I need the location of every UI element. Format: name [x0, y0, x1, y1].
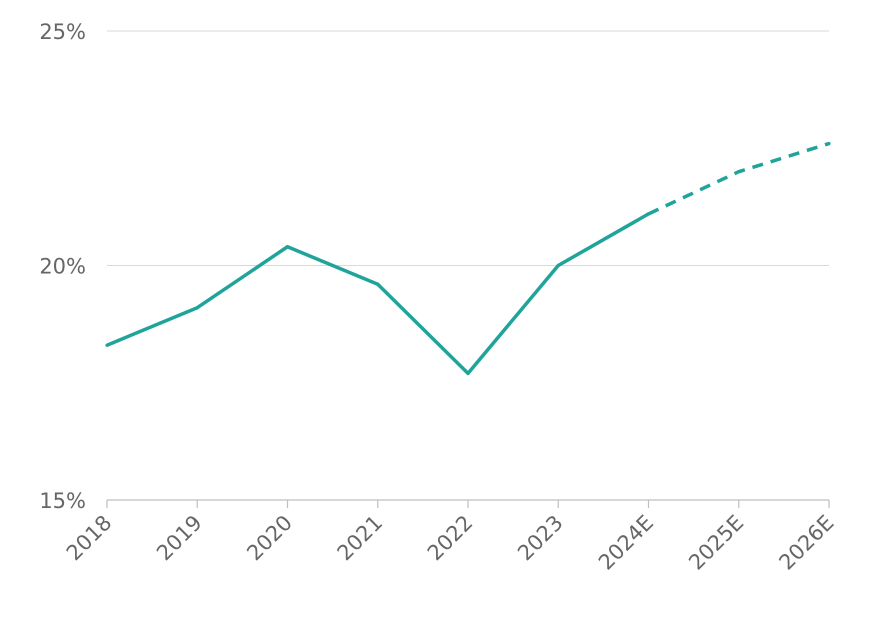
series-line-estimate	[647, 141, 830, 216]
data-point-2024E	[646, 212, 651, 216]
x-tick-label: 2026E	[774, 511, 838, 575]
gridlines	[107, 30, 829, 266]
y-tick-label: 25%	[39, 20, 86, 44]
x-tick-label: 2021	[333, 511, 388, 566]
y-axis-tick-labels: 15% 20% 25%	[39, 20, 86, 513]
x-tick-label: 2025E	[684, 511, 748, 575]
x-tick-label: 2019	[152, 511, 207, 566]
x-tick-label: 2024E	[594, 511, 658, 575]
data-point-2025E	[737, 170, 741, 174]
x-axis	[106, 499, 830, 508]
x-tick-label: 2018	[62, 511, 117, 566]
x-tick-label: 2020	[242, 511, 297, 566]
y-tick-label: 20%	[39, 255, 86, 279]
x-tick-label: 2022	[423, 511, 478, 566]
x-axis-tick-labels: 2018 2019 2020 2021 2022 2023 2024E 2025E 2026E	[62, 511, 839, 575]
data-point-2026E	[827, 141, 831, 146]
data-point-2023	[556, 263, 560, 268]
data-point-2019	[195, 306, 199, 310]
x-tick-label: 2023	[513, 511, 568, 566]
series-line-actual	[106, 212, 650, 376]
y-tick-label: 15%	[39, 489, 86, 513]
data-point-2020	[285, 245, 290, 249]
data-point-2018	[105, 343, 109, 347]
data-point-2021	[376, 282, 380, 286]
series-line	[105, 141, 831, 376]
data-point-2022	[466, 371, 470, 375]
